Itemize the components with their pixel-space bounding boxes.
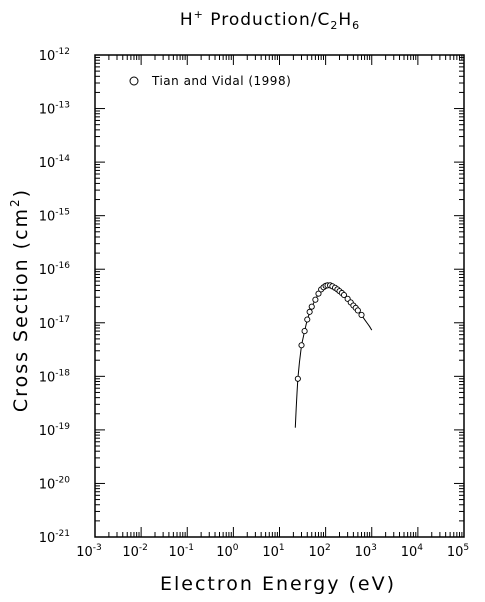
x-tick-label: 102: [308, 543, 330, 560]
y-axis-ticks: [95, 54, 464, 538]
data-points: [294, 282, 365, 382]
data-point: [308, 303, 315, 310]
data-point: [294, 375, 301, 382]
y-tick-label: 10-13: [39, 101, 70, 118]
data-point: [304, 316, 311, 323]
x-tick-label: 101: [262, 543, 284, 560]
data-point: [354, 307, 361, 314]
x-tick-label: 105: [447, 543, 469, 560]
y-tick-label: 10-17: [39, 315, 70, 332]
y-tick-label: 10-19: [39, 422, 71, 439]
y-axis-label: Cross Section (cm2): [8, 188, 32, 412]
x-tick-label: 100: [216, 543, 239, 560]
data-point: [306, 308, 313, 315]
data-point: [315, 290, 322, 297]
data-point: [312, 296, 319, 303]
y-tick-label: 10-14: [39, 154, 71, 171]
data-point: [358, 311, 365, 319]
x-tick-label: 10-1: [168, 543, 194, 560]
y-tick-label: 10-15: [39, 208, 70, 225]
x-tick-label: 103: [355, 543, 377, 560]
legend: Tian and Vidal (1998): [129, 74, 291, 88]
data-point: [340, 291, 348, 299]
y-tick-label: 10-21: [39, 529, 70, 546]
chart-title: H+ Production/C2H6: [180, 8, 360, 32]
x-tick-label: 10-2: [122, 543, 148, 560]
data-point: [298, 342, 305, 349]
fit-curve-line: [294, 284, 373, 428]
legend-entry: Tian and Vidal (1998): [151, 74, 291, 88]
x-tick-label: 10-3: [76, 543, 102, 560]
y-tick-label: 10-12: [39, 47, 70, 64]
x-tick-label: 104: [401, 543, 424, 560]
y-axis-tick-labels: 10-12 10-13 10-14 10-15 10-16 10-17 10-18 10-19…: [39, 47, 71, 546]
x-axis-label: Electron Energy (eV): [160, 573, 396, 595]
x-axis-ticks: [94, 55, 465, 537]
y-tick-label: 10-18: [39, 368, 71, 385]
y-tick-label: 10-16: [39, 261, 71, 278]
data-point: [301, 328, 308, 335]
plot-frame: [94, 54, 465, 538]
x-axis-tick-labels: 10-3 10-2 10-1 100 101 102 103 104 105: [76, 543, 469, 560]
legend-marker-circle-icon: [129, 76, 139, 86]
y-tick-label: 10-20: [39, 475, 71, 492]
